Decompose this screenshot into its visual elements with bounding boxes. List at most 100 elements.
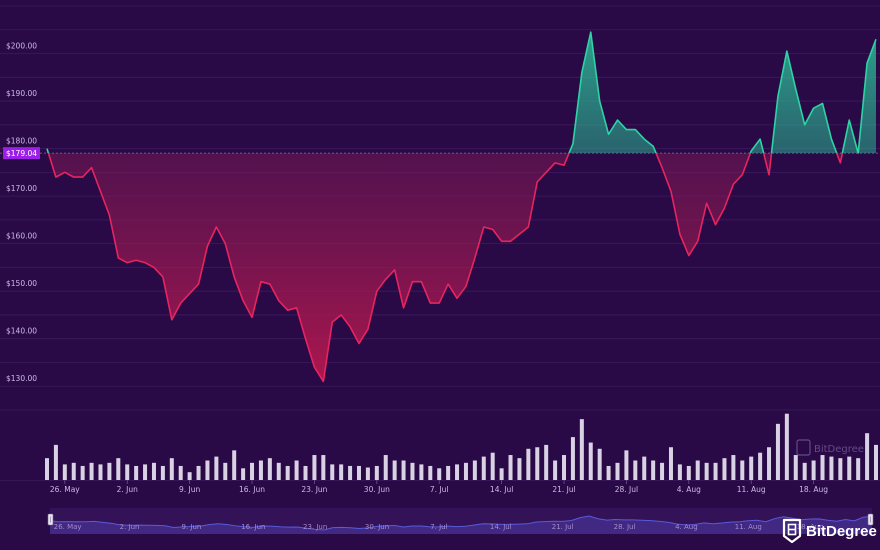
navigator-tick-label: 30. Jun <box>365 523 389 531</box>
volume-bar <box>544 444 549 480</box>
volume-bar <box>775 423 780 480</box>
y-tick-label: $180.00 <box>6 137 37 146</box>
current-price-badge <box>3 147 40 160</box>
area-below-baseline <box>48 153 859 382</box>
navigator-tick-label: 28. Jul <box>614 523 636 531</box>
volume-bar <box>276 462 281 480</box>
current-price-label: $179.04 <box>6 149 37 158</box>
navigator-tick-label: 26. May <box>54 523 82 531</box>
volume-bar <box>588 442 593 480</box>
y-tick-label: $170.00 <box>6 184 37 193</box>
volume-bar <box>89 462 94 480</box>
x-tick-label: 16. Jun <box>239 485 265 494</box>
volume-bar <box>490 452 495 480</box>
volume-bar <box>143 464 148 480</box>
bitdegree-logo-icon <box>782 518 802 544</box>
volume-bar <box>45 458 49 480</box>
volume-bar <box>499 468 504 480</box>
price-line <box>46 31 877 383</box>
brand-logo: BitDegree <box>782 518 877 544</box>
volume-bar <box>847 456 852 480</box>
volume-bar <box>437 468 442 480</box>
x-tick-label: 7. Jul <box>430 485 449 494</box>
navigator-tick-label: 11. Aug <box>735 523 762 531</box>
volume-bar <box>615 462 620 480</box>
navigator-tick-label: 7. Jul <box>430 523 447 531</box>
volume-bar <box>169 458 174 480</box>
y-tick-label: $140.00 <box>6 327 37 336</box>
x-tick-label: 18. Aug <box>799 485 828 494</box>
navigator[interactable]: 26. May 2. Jun 9. Jun 16. Jun 23. Jun 30. Jun… <box>47 508 874 534</box>
volume-bar <box>660 462 665 480</box>
x-tick-label: 23. Jun <box>301 485 327 494</box>
volume-bar <box>71 462 76 480</box>
volume-bar <box>463 462 468 480</box>
volume-bar <box>677 464 682 480</box>
navigator-tick-label: 23. Jun <box>303 523 327 531</box>
volume-bar <box>374 465 379 480</box>
navigator-tick-label: 16. Jun <box>241 523 265 531</box>
volume-bar <box>713 462 718 480</box>
volume-bar <box>856 458 861 480</box>
volume-bar <box>330 464 335 480</box>
volume-bar <box>348 465 353 480</box>
volume-bar <box>285 465 290 480</box>
area-above-baseline <box>47 32 876 154</box>
x-tick-label: 26. May <box>50 485 80 494</box>
volume-bar <box>472 460 477 480</box>
volume-bar <box>508 455 513 480</box>
x-axis: 26. May 2. Jun 9. Jun 16. Jun 23. Jun 30. Jun… <box>50 480 828 494</box>
navigator-line <box>49 515 873 531</box>
volume-bar <box>383 455 388 480</box>
x-tick-label: 9. Jun <box>179 485 201 494</box>
y-axis: $130.00 $140.00 $150.00 $160.00 $170.00 $180.… <box>6 42 37 384</box>
volume-bar <box>793 455 798 480</box>
volume-bar <box>597 448 602 480</box>
volume-bar <box>668 447 673 480</box>
volume-bar <box>250 462 255 480</box>
volume-bar <box>205 460 210 480</box>
y-tick-label: $160.00 <box>6 232 37 241</box>
volume-bar <box>874 444 878 480</box>
volume-bar <box>624 450 629 480</box>
volume-bar <box>686 465 691 480</box>
navigator-tick-label: 4. Aug <box>675 523 698 531</box>
x-tick-label: 11. Aug <box>737 485 766 494</box>
volume-bar <box>178 465 183 480</box>
volume-bar <box>820 455 825 480</box>
volume-bar <box>339 464 344 480</box>
volume-bar <box>829 456 834 480</box>
volume-bar <box>811 460 816 480</box>
volume-bar <box>642 456 647 480</box>
volume-bar <box>356 465 361 480</box>
navigator-tick-label: 2. Jun <box>120 523 140 531</box>
volume-bar <box>196 465 201 480</box>
volume-bar <box>758 452 763 480</box>
navigator-tick-label: 21. Jul <box>552 523 574 531</box>
volume-bar <box>731 455 736 480</box>
navigator-area <box>50 516 872 534</box>
volume-bar <box>722 458 727 480</box>
volume-bar <box>321 455 326 480</box>
volume-bar <box>553 460 558 480</box>
volume-bar <box>446 465 451 480</box>
price-line-down <box>47 153 859 383</box>
volume-bar <box>151 462 156 480</box>
volume-bars <box>45 413 878 480</box>
volume-bar <box>570 437 575 480</box>
volume-bar <box>134 465 139 480</box>
brand-name: BitDegree <box>806 523 877 540</box>
volume-bar <box>526 448 531 480</box>
volume-bar <box>651 460 656 480</box>
watermark-text: BitDegree <box>814 444 864 455</box>
y-tick-label: $130.00 <box>6 374 37 383</box>
volume-bar <box>633 460 638 480</box>
volume-bar <box>62 464 67 480</box>
volume-bar <box>455 464 460 480</box>
volume-bar <box>517 458 522 480</box>
volume-bar <box>562 455 567 480</box>
volume-bar <box>428 465 433 480</box>
volume-bar <box>365 467 370 480</box>
volume-bar <box>53 444 58 480</box>
